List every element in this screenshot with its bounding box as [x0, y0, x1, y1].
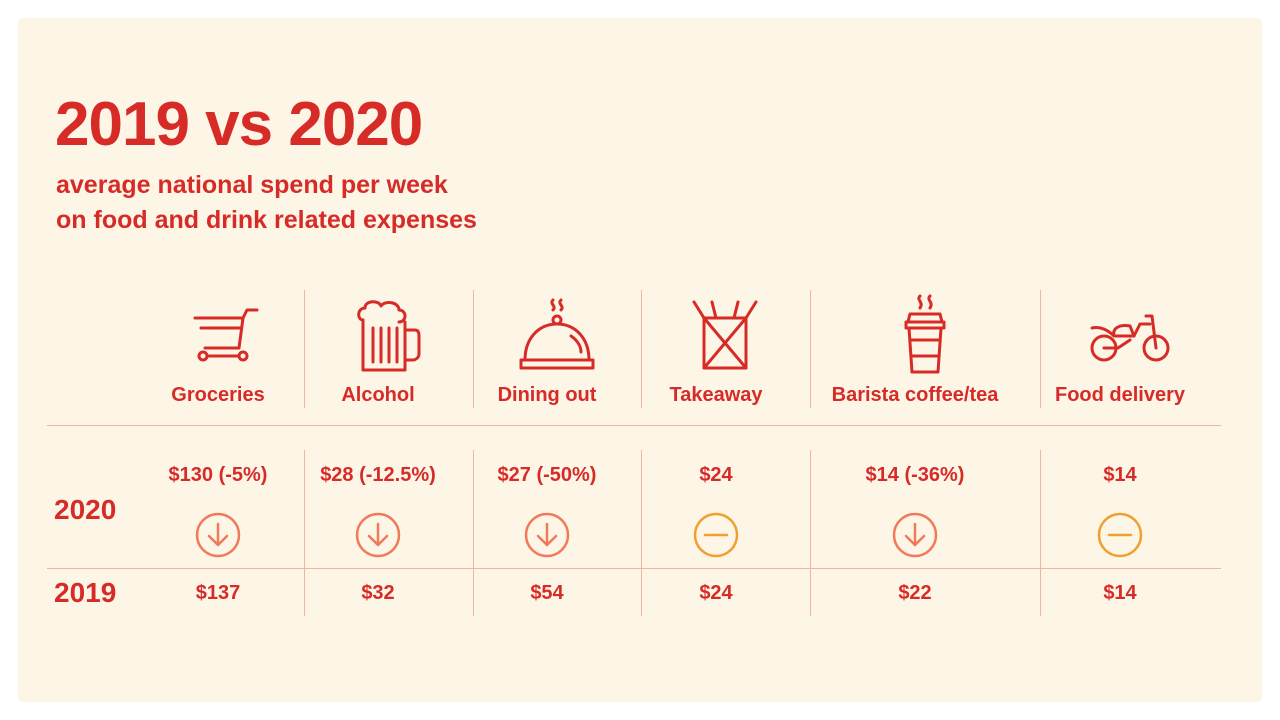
- trend-down-icon: [355, 512, 401, 558]
- row-label-2019: 2019: [54, 577, 117, 608]
- value-2020-dining-out: $27 (-50%): [497, 464, 597, 486]
- category-label-takeaway: Takeaway: [669, 384, 763, 406]
- column-divider: [1040, 290, 1041, 408]
- value-2019-groceries: $137: [195, 582, 241, 604]
- column-divider: [810, 450, 811, 616]
- header-divider: [47, 425, 1221, 426]
- beer-mug-icon: [355, 298, 421, 372]
- value-2020-alcohol: $28 (-12.5%): [320, 464, 436, 486]
- column-divider: [641, 450, 642, 616]
- trend-flat-icon: [693, 512, 739, 558]
- trend-flat-icon: [1097, 512, 1143, 558]
- category-label-barista: Barista coffee/tea: [831, 384, 999, 406]
- value-2020-groceries: $130 (-5%): [168, 464, 268, 486]
- column-divider: [1040, 450, 1041, 616]
- value-2019-barista: $22: [898, 582, 932, 604]
- category-label-groceries: Groceries: [171, 384, 265, 406]
- takeaway-box-icon: [692, 298, 758, 370]
- infographic-card: [18, 18, 1262, 702]
- cloche-icon: [519, 296, 595, 372]
- category-label-food-delivery: Food delivery: [1054, 384, 1186, 406]
- category-label-alcohol: Alcohol: [341, 384, 415, 406]
- value-2020-takeaway: $24: [699, 464, 733, 486]
- subtitle-line-2: on food and drink related expenses: [56, 206, 477, 234]
- trend-down-icon: [195, 512, 241, 558]
- row-divider: [47, 568, 1221, 569]
- motorbike-icon: [1090, 310, 1170, 362]
- column-divider: [304, 290, 305, 408]
- page-subtitle: average national spend per week on food …: [56, 168, 477, 238]
- column-divider: [810, 290, 811, 408]
- subtitle-line-1: average national spend per week: [56, 171, 448, 199]
- coffee-cup-icon: [900, 292, 950, 374]
- trend-down-icon: [524, 512, 570, 558]
- row-label-2020: 2020: [54, 494, 117, 525]
- category-label-dining-out: Dining out: [497, 384, 597, 406]
- value-2019-alcohol: $32: [361, 582, 395, 604]
- trend-down-icon: [892, 512, 938, 558]
- value-2019-dining-out: $54: [530, 582, 564, 604]
- column-divider: [473, 290, 474, 408]
- column-divider: [641, 290, 642, 408]
- page-title: 2019 vs 2020: [55, 90, 423, 159]
- value-2020-barista: $14 (-36%): [865, 464, 965, 486]
- column-divider: [304, 450, 305, 616]
- value-2019-takeaway: $24: [699, 582, 733, 604]
- column-divider: [473, 450, 474, 616]
- shopping-cart-icon: [193, 306, 259, 362]
- value-2019-food-delivery: $14: [1103, 582, 1137, 604]
- value-2020-food-delivery: $14: [1103, 464, 1137, 486]
